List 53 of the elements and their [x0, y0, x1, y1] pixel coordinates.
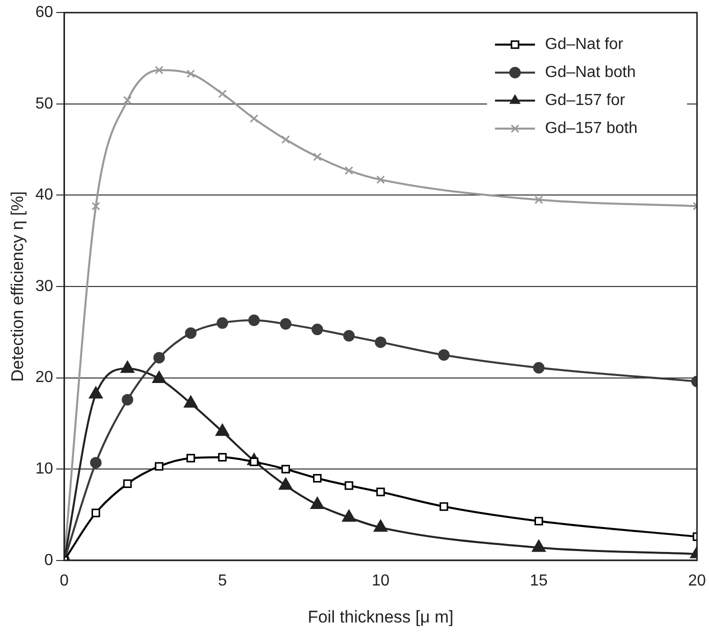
point [186, 69, 196, 78]
legend-label: Gd–157 both [545, 120, 638, 138]
point [90, 456, 102, 468]
point [92, 202, 100, 210]
point [344, 481, 354, 490]
point [154, 462, 164, 471]
legend-label: Gd–Nat both [545, 64, 636, 82]
legend-label: Gd–Nat for [545, 36, 624, 54]
point [122, 394, 134, 406]
point [186, 454, 196, 462]
point [534, 195, 544, 204]
point [440, 502, 448, 511]
point [92, 508, 100, 518]
point [343, 330, 355, 342]
point [534, 516, 544, 526]
point [218, 90, 227, 98]
y-tick-label: 30 [35, 278, 54, 295]
point [153, 352, 165, 364]
x-tick-label: 15 [530, 572, 548, 590]
y-tick-label: 60 [35, 4, 54, 22]
y-tick-label: 10 [35, 460, 54, 478]
point [248, 314, 260, 326]
legend-label: Gd–157 for [545, 92, 626, 110]
point [281, 135, 290, 144]
x-tick-label: 10 [372, 572, 390, 590]
point [185, 327, 197, 339]
point [533, 362, 545, 374]
x-axis-title: Foil thickness [μ m] [308, 607, 454, 626]
point [344, 166, 354, 175]
x-tick-label: 20 [688, 572, 706, 590]
y-tick-label: 40 [35, 186, 54, 204]
point [376, 175, 385, 184]
point [312, 324, 324, 336]
point [184, 396, 198, 408]
point [376, 488, 385, 496]
point [313, 152, 322, 162]
y-tick-label: 20 [35, 369, 54, 386]
point [216, 317, 228, 329]
point [154, 66, 164, 74]
point [313, 474, 322, 483]
point [123, 479, 132, 488]
point [250, 114, 258, 123]
point [281, 464, 290, 474]
x-tick-label: 0 [60, 572, 69, 590]
y-tick-label: 0 [44, 552, 54, 569]
point [218, 452, 227, 462]
x-tick-label: 5 [218, 572, 227, 590]
point [438, 349, 450, 361]
y-tick-label: 50 [35, 95, 54, 112]
y-axis-title: Detection efficiency η [%] [8, 191, 27, 382]
point [123, 96, 132, 105]
point [374, 336, 386, 348]
point [280, 318, 292, 330]
